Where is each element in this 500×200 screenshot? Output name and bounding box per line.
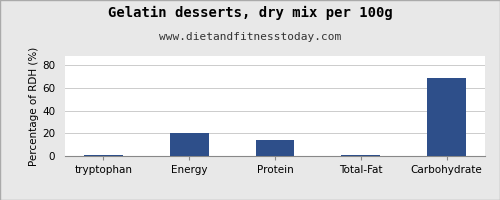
Y-axis label: Percentage of RDH (%): Percentage of RDH (%) [30, 46, 40, 166]
Bar [84, 155, 122, 156]
Bar [170, 133, 208, 156]
Text: www.dietandfitnesstoday.com: www.dietandfitnesstoday.com [159, 32, 341, 42]
Text: Gelatin desserts, dry mix per 100g: Gelatin desserts, dry mix per 100g [108, 6, 393, 20]
Bar [428, 78, 466, 156]
Bar [256, 140, 294, 156]
Bar [342, 155, 380, 156]
